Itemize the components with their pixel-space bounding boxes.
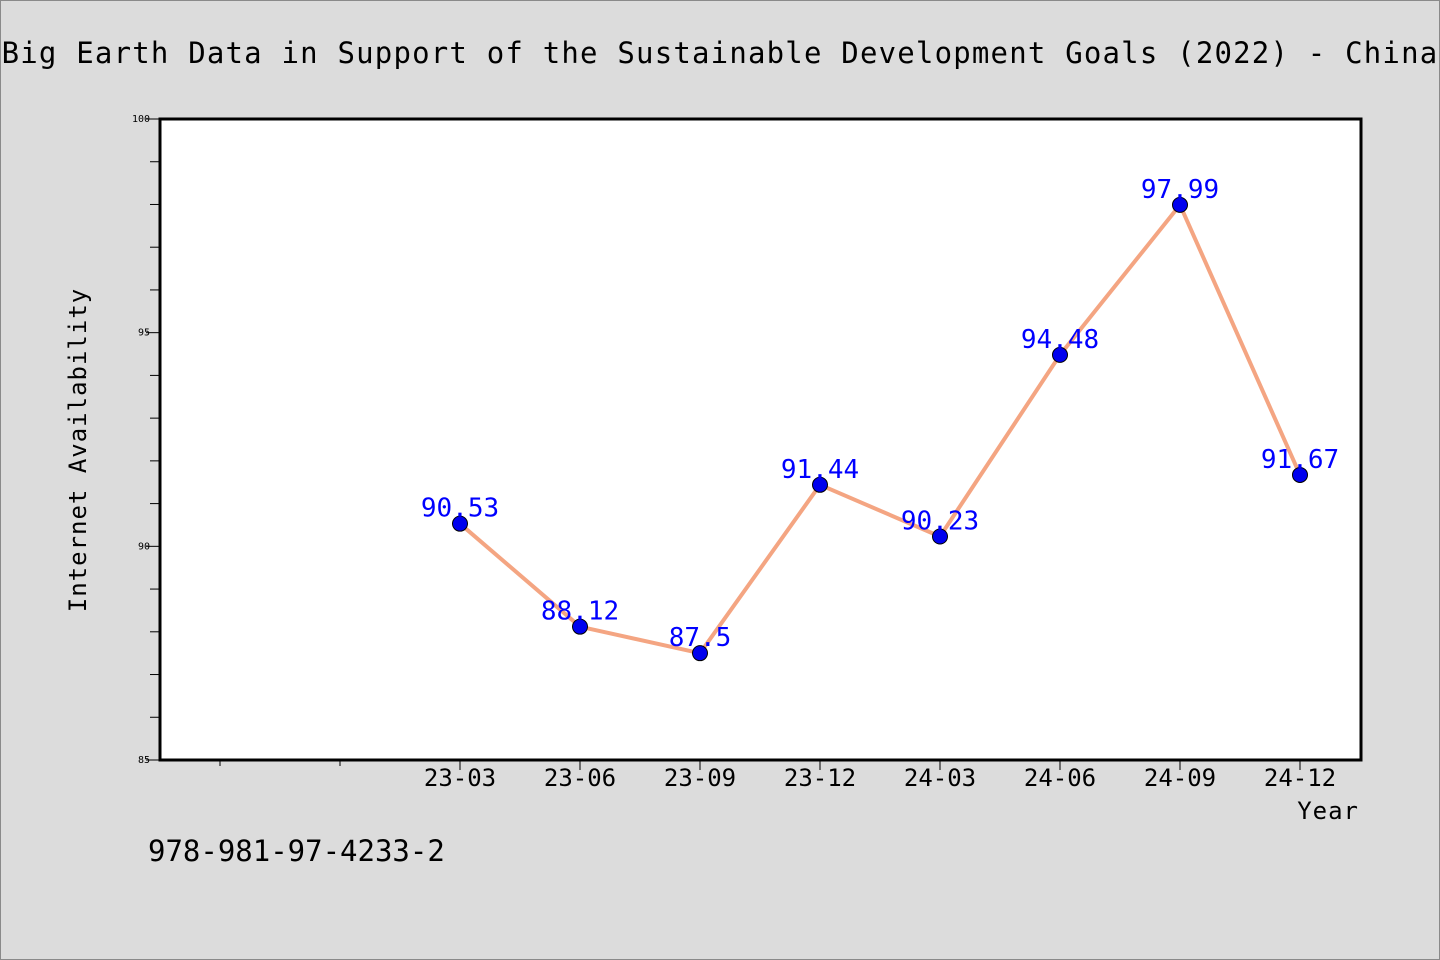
data-label: 94.48 <box>1021 325 1099 355</box>
data-point <box>1052 346 1068 363</box>
x-tick-label: 23-12 <box>784 764 856 792</box>
x-axis-label: Year <box>1297 797 1359 825</box>
data-label: 91.44 <box>781 455 859 485</box>
y-axis: 85 90 95 100 <box>132 114 160 766</box>
data-point <box>1172 196 1188 213</box>
x-tick-label: 24-06 <box>1024 764 1096 792</box>
y-axis-label: Internet Availability <box>64 288 92 612</box>
x-tick-label: 24-12 <box>1264 764 1336 792</box>
data-point <box>1292 466 1308 483</box>
plot-area <box>158 117 1363 762</box>
data-label: 91.67 <box>1261 445 1339 475</box>
y-tick-label: 100 <box>132 114 150 125</box>
data-label: 90.53 <box>421 494 499 524</box>
isbn-text: 978-981-97-4233-2 <box>148 834 445 868</box>
data-label: 97.99 <box>1141 175 1219 205</box>
data-point <box>692 645 708 662</box>
x-tick-label: 23-03 <box>424 764 496 792</box>
data-label: 87.5 <box>669 623 732 653</box>
chart-title: Big Earth Data in Support of the Sustain… <box>1 36 1439 70</box>
series: 90.53 88.12 87.5 91.44 90.23 94.48 97.99 91.67 <box>421 175 1339 662</box>
x-tick-label: 24-03 <box>904 764 976 792</box>
data-point <box>812 476 828 493</box>
y-tick-label: 85 <box>138 755 150 766</box>
data-point <box>572 618 588 635</box>
x-tick-label: 23-06 <box>544 764 616 792</box>
data-point <box>452 515 468 532</box>
data-label: 88.12 <box>541 597 619 627</box>
y-tick-label: 95 <box>138 328 150 339</box>
series-line <box>458 202 1302 656</box>
data-point <box>932 528 948 545</box>
y-tick-label: 90 <box>138 541 150 552</box>
data-label: 90.23 <box>901 507 979 537</box>
x-axis: 23-03 23-06 23-09 23-12 24-03 24-06 24-09 24-12 <box>219 760 1336 792</box>
x-tick-label: 23-09 <box>664 764 736 792</box>
x-tick-label: 24-09 <box>1144 764 1216 792</box>
